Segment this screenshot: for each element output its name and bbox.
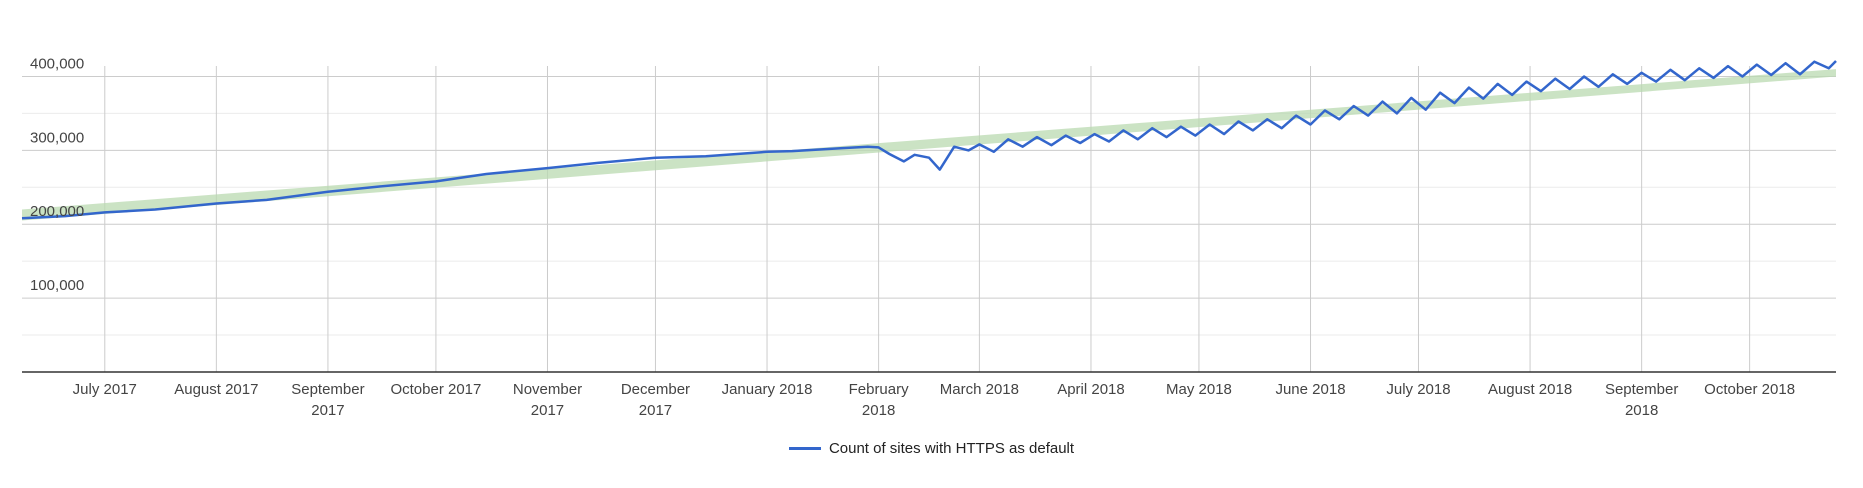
x-tick-label: March 2018 bbox=[940, 381, 1019, 398]
x-tick-label: September 2018 bbox=[1605, 381, 1678, 419]
y-tick-label: 400,000 bbox=[30, 55, 84, 72]
trend-band bbox=[22, 69, 1836, 221]
legend[interactable]: Count of sites with HTTPS as default bbox=[0, 440, 1863, 457]
series-line-layer bbox=[21, 60, 1837, 220]
x-tick-label: April 2018 bbox=[1057, 381, 1125, 398]
series-line-https-default bbox=[21, 60, 1837, 220]
x-tick-label: January 2018 bbox=[722, 381, 813, 398]
x-tick-label: July 2018 bbox=[1386, 381, 1450, 398]
x-tick-label: September 2017 bbox=[291, 381, 364, 419]
legend-label: Count of sites with HTTPS as default bbox=[828, 440, 1075, 457]
x-tick-label: October 2017 bbox=[390, 381, 481, 398]
x-tick-label: October 2018 bbox=[1704, 381, 1795, 398]
x-tick-label: May 2018 bbox=[1166, 381, 1232, 398]
gridlines bbox=[22, 66, 1836, 372]
y-axis-labels: 100,000 200,000 300,000 400,000 bbox=[30, 55, 84, 294]
x-tick-label: December 2017 bbox=[621, 381, 690, 419]
y-tick-label: 200,000 bbox=[30, 203, 84, 220]
x-tick-label: August 2018 bbox=[1488, 381, 1572, 398]
y-tick-label: 100,000 bbox=[30, 277, 84, 294]
x-tick-label: February 2018 bbox=[849, 381, 910, 419]
trend-band-area bbox=[22, 69, 1836, 221]
chart: 100,000 200,000 300,000 400,000 July 2017 Au… bbox=[21, 55, 1837, 419]
x-axis-labels: July 2017 August 2017 September 2017 October… bbox=[73, 381, 1795, 419]
legend-line-swatch bbox=[788, 447, 821, 450]
x-tick-label: June 2018 bbox=[1275, 381, 1345, 398]
y-tick-label: 300,000 bbox=[30, 129, 84, 146]
x-tick-label: August 2017 bbox=[174, 381, 258, 398]
x-tick-label: July 2017 bbox=[73, 381, 137, 398]
x-tick-label: November 2017 bbox=[513, 381, 582, 419]
